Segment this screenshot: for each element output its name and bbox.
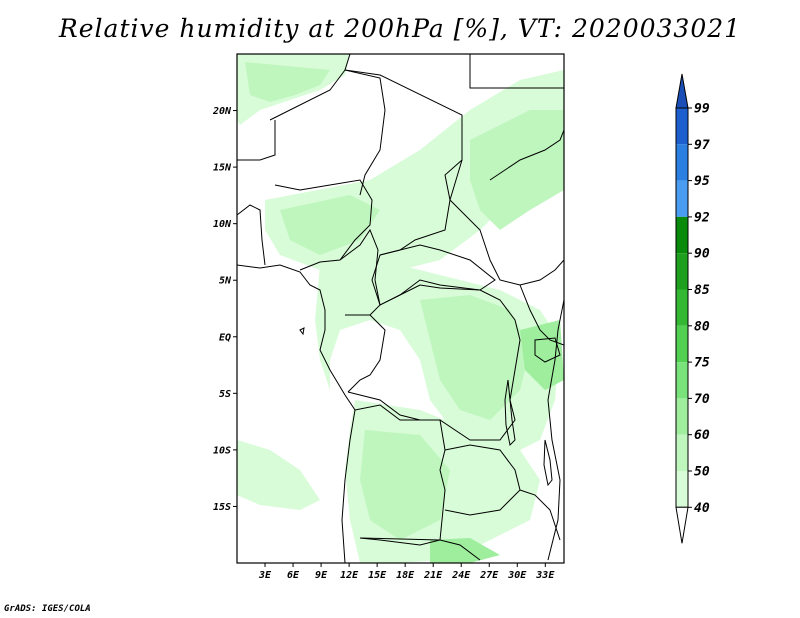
border-mozambique	[519, 489, 561, 541]
colorbar-segment	[676, 289, 688, 326]
grads-credit: GrADS: IGES/COLA	[4, 604, 91, 614]
humidity-region-southern-zambia	[430, 538, 500, 563]
lat-tick-label: 10S	[213, 445, 231, 456]
colorbar-segment	[676, 144, 688, 181]
lake-malawi	[543, 439, 553, 487]
map-frame	[236, 53, 565, 564]
colorbar: 99 97 95 92 90 85 80 75 70 60 50 40	[675, 73, 710, 544]
border-ghana	[237, 204, 266, 266]
humidity-region-central-africa-inner	[420, 295, 530, 420]
border-zambia	[444, 444, 521, 516]
humidity-region-north-sahara-inner	[245, 62, 330, 102]
lon-tick-label: 27E	[479, 570, 499, 581]
colorbar-label: 50	[694, 465, 710, 480]
border-angola	[354, 404, 446, 546]
border-sudan	[449, 199, 564, 286]
colorbar-label: 90	[694, 247, 710, 262]
border-sahara-1	[269, 69, 386, 196]
lat-tick-label: 5S	[219, 389, 231, 400]
lon-tick-label: 18E	[396, 570, 415, 581]
colorbar-label: 99	[694, 102, 710, 117]
lon-tick-label: 21E	[423, 570, 443, 581]
coastline-east-africa	[547, 299, 564, 561]
border-ethiopia	[489, 129, 564, 181]
border-nigeria	[274, 179, 373, 271]
colorbar-label: 97	[694, 138, 710, 153]
lon-tick-label: 24E	[451, 570, 471, 581]
lon-tick-label: 15E	[368, 570, 387, 581]
humidity-region-angola-inner	[360, 430, 450, 540]
humidity-region-south-coast	[237, 440, 320, 510]
colorbar-segment	[676, 434, 688, 471]
colorbar-label: 70	[694, 392, 710, 407]
colorbar-label: 80	[694, 319, 710, 334]
lat-tick-label: 5N	[219, 276, 232, 287]
lon-tick-label: 12E	[340, 570, 359, 581]
border-namibia	[359, 537, 481, 561]
humidity-shading	[237, 54, 564, 563]
colorbar-label: 75	[694, 356, 710, 371]
lat-tick-label: 15N	[213, 163, 232, 174]
colorbar-label: 95	[694, 174, 710, 189]
latitude-axis: 20N 15N 10N 5N EQ 5S 10S 15S	[212, 106, 237, 513]
colorbar-segment	[676, 362, 688, 399]
colorbar-segment	[676, 325, 688, 363]
lat-tick-label: 20N	[212, 106, 232, 117]
colorbar-segment	[676, 216, 688, 254]
coast-bioko	[299, 327, 305, 336]
border-mali	[237, 120, 276, 161]
country-borders	[237, 54, 564, 563]
lat-tick-label: EQ	[219, 332, 231, 343]
colorbar-segment	[676, 471, 688, 508]
lat-tick-label: 15S	[213, 502, 231, 513]
lon-tick-label: 3E	[258, 570, 272, 581]
colorbar-segment	[676, 398, 688, 435]
colorbar-label: 92	[694, 210, 710, 225]
colorbar-bottom-arrow	[675, 506, 689, 544]
border-sahara-2	[344, 54, 463, 201]
border-cameroon	[339, 228, 381, 316]
border-egypt	[469, 54, 564, 89]
colorbar-segment	[676, 108, 688, 145]
humidity-region-ethiopia	[470, 110, 564, 230]
colorbar-segment	[676, 180, 688, 217]
colorbar-segment	[676, 253, 688, 290]
colorbar-label: 60	[694, 428, 710, 443]
border-car	[379, 244, 496, 306]
lon-tick-label: 6E	[287, 570, 300, 581]
lon-tick-label: 33E	[535, 570, 555, 581]
longitude-axis: 3E 6E 9E 12E 15E 18E 21E 24E 27E 30E 33E	[258, 563, 555, 581]
lat-tick-label: 10N	[213, 219, 232, 230]
lon-tick-label: 9E	[315, 570, 328, 581]
border-congo	[345, 314, 386, 393]
border-kenya	[519, 284, 564, 346]
map-title: Relative humidity at 200hPa [%], VT: 202…	[58, 14, 742, 43]
colorbar-label: 85	[694, 283, 710, 298]
lon-tick-label: 30E	[507, 570, 527, 581]
border-chad	[371, 159, 463, 306]
colorbar-top-arrow	[675, 73, 689, 109]
lake-victoria	[534, 337, 561, 363]
colorbar-label: 40	[694, 501, 710, 516]
lake-tanganyika	[504, 379, 516, 447]
coastline-west-africa	[237, 264, 356, 563]
